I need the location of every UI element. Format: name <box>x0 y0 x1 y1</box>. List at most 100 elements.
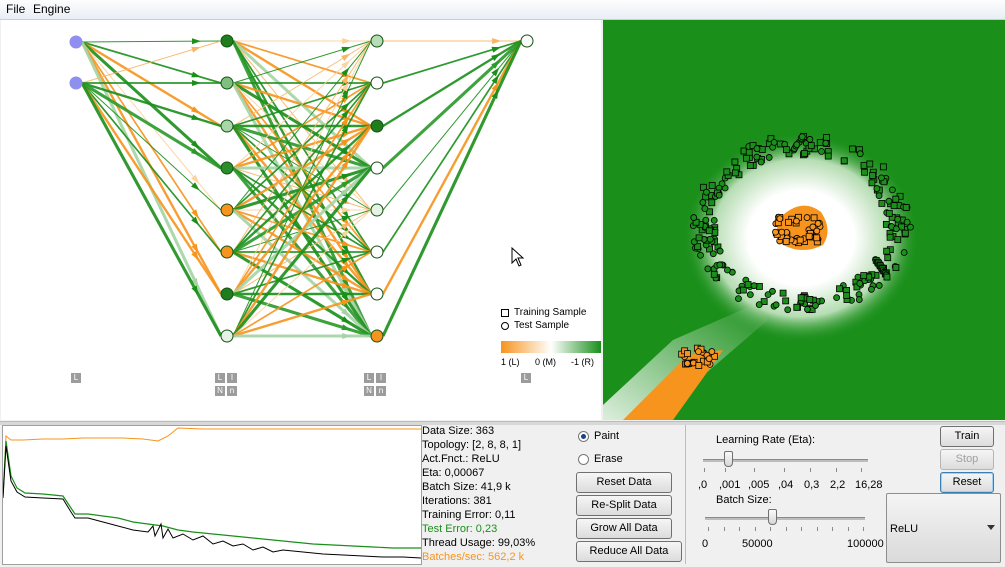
erase-radio-indicator[interactable] <box>578 453 589 465</box>
stat-activation: Act.Fnct.: ReLU <box>422 453 500 465</box>
erase-radio-label: Erase <box>594 453 623 465</box>
network-node[interactable] <box>370 245 384 259</box>
connection-arrow-icon <box>341 316 351 324</box>
hidden1-tag-n2[interactable]: n <box>227 386 237 396</box>
sample-point <box>731 158 739 166</box>
sample-point <box>770 138 778 146</box>
sample-point <box>704 265 712 273</box>
sample-point <box>836 285 843 293</box>
sample-point <box>869 172 876 179</box>
panel-splitter[interactable] <box>0 421 1005 425</box>
sample-point <box>744 281 752 288</box>
reset-button[interactable]: Reset <box>940 472 994 493</box>
sample-point <box>760 298 768 305</box>
learning-rate-tick-label: ,001 <box>719 479 741 491</box>
sample-point <box>715 191 723 199</box>
network-node[interactable] <box>370 287 384 301</box>
paint-radio[interactable]: Paint <box>578 430 619 442</box>
network-node[interactable] <box>370 119 384 133</box>
reset-data-button[interactable]: Reset Data <box>576 472 672 493</box>
sample-point <box>878 200 886 207</box>
network-node[interactable] <box>69 35 83 49</box>
hidden2-tag-i[interactable]: I <box>376 373 386 383</box>
batch-size-slider-thumb[interactable] <box>768 509 777 525</box>
sample-point <box>723 168 731 176</box>
hidden1-tag-i[interactable]: I <box>227 373 237 383</box>
network-node[interactable] <box>370 329 384 343</box>
batch-size-track[interactable] <box>705 517 865 520</box>
hidden2-tag-n2[interactable]: n <box>376 386 386 396</box>
network-node[interactable] <box>220 119 234 133</box>
decision-boundary-view[interactable] <box>603 20 1005 420</box>
train-button[interactable]: Train <box>940 426 994 447</box>
connection-arrow-icon <box>341 102 350 111</box>
connection-arrow-icon <box>341 95 351 103</box>
connection-arrow-icon <box>191 71 201 78</box>
learning-rate-tick-mark <box>704 468 705 472</box>
sample-point <box>702 216 710 224</box>
network-node[interactable] <box>520 34 534 48</box>
learning-rate-tick-label: 2,2 <box>830 479 846 491</box>
network-node[interactable] <box>220 245 234 259</box>
connection-arrow-icon <box>341 222 351 230</box>
sample-point <box>796 236 804 244</box>
chevron-down-icon[interactable] <box>987 525 995 530</box>
sample-points <box>678 132 914 369</box>
resplit-data-button[interactable]: Re-Split Data <box>576 495 672 516</box>
activation-function-select[interactable]: ReLU <box>886 493 1001 563</box>
network-node[interactable] <box>370 203 384 217</box>
network-node[interactable] <box>69 76 83 90</box>
network-node[interactable] <box>220 203 234 217</box>
learning-rate-slider-thumb[interactable] <box>724 451 733 467</box>
sample-point <box>706 235 714 243</box>
network-node[interactable] <box>220 76 234 90</box>
paint-radio-indicator[interactable] <box>578 430 589 442</box>
network-node[interactable] <box>220 329 234 343</box>
hidden1-tag-l[interactable]: L <box>215 373 225 383</box>
erase-radio[interactable]: Erase <box>578 453 623 465</box>
sample-point <box>708 182 716 189</box>
hidden2-tag-l[interactable]: L <box>364 373 374 383</box>
connection-arrow-icon <box>341 74 349 84</box>
sample-point <box>894 236 902 244</box>
batch-size-tick-mark <box>832 527 833 531</box>
network-node[interactable] <box>370 161 384 175</box>
connection-arrow-icon <box>341 109 350 119</box>
reduce-all-data-button[interactable]: Reduce All Data <box>576 541 682 562</box>
grow-all-data-button[interactable]: Grow All Data <box>576 518 672 539</box>
stop-button[interactable]: Stop <box>940 449 994 470</box>
sample-point <box>861 168 868 176</box>
colorbar-left-label: 1 (L) <box>501 357 520 367</box>
network-node[interactable] <box>220 161 234 175</box>
sample-point <box>765 154 773 161</box>
batch-size-tick-mark <box>863 527 864 531</box>
sample-point <box>812 302 819 309</box>
batch-size-tick-label: 50000 <box>742 538 773 550</box>
output-layer-tag[interactable]: L <box>521 373 531 383</box>
network-node[interactable] <box>370 34 384 48</box>
sample-point <box>813 234 821 242</box>
network-connection <box>81 82 222 253</box>
menu-engine[interactable]: Engine <box>33 2 71 16</box>
connection-arrow-icon <box>341 282 351 289</box>
network-connection <box>381 40 523 337</box>
stat-test-error: Test Error: 0,23 <box>422 523 498 535</box>
training-sample-marker-icon <box>501 309 509 317</box>
batch-size-label: Batch Size: <box>716 494 772 506</box>
menu-file[interactable]: File <box>6 2 26 16</box>
connection-arrow-icon <box>341 67 350 77</box>
sample-point <box>854 273 862 281</box>
sample-point <box>883 273 891 281</box>
hidden2-tag-n[interactable]: N <box>364 386 374 396</box>
sample-point <box>735 295 742 303</box>
network-node[interactable] <box>220 287 234 301</box>
connection-arrow-icon <box>491 53 501 61</box>
network-node[interactable] <box>220 34 234 48</box>
sample-point <box>885 209 893 217</box>
network-node[interactable] <box>370 76 384 90</box>
learning-rate-track[interactable] <box>703 459 868 462</box>
decision-boundary-plot[interactable] <box>603 20 1005 420</box>
connection-arrow-icon <box>341 187 350 196</box>
hidden1-tag-n[interactable]: N <box>215 386 225 396</box>
input-layer-tag[interactable]: L <box>71 373 81 383</box>
